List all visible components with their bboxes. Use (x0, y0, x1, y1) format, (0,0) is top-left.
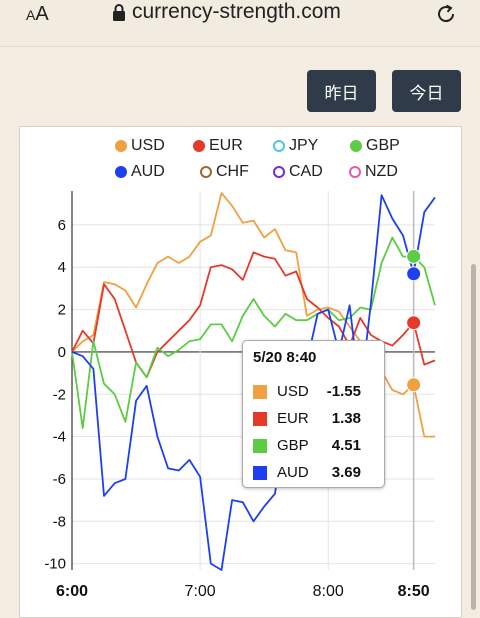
x-tick-label: 6:00 (56, 583, 88, 600)
legend-label: AUD (131, 163, 165, 180)
legend-label: NZD (365, 163, 398, 180)
legend-item-jpy[interactable]: JPY (273, 137, 318, 155)
x-tick-label: 8:50 (398, 583, 430, 600)
legend-marker (273, 166, 285, 178)
tooltip-value: 4.51 (331, 437, 361, 454)
legend-item-nzd[interactable]: NZD (349, 163, 398, 181)
tooltip-swatch (253, 438, 267, 453)
y-tick-label: -2 (53, 386, 66, 403)
legend-item-cad[interactable]: CAD (273, 163, 323, 181)
x-tick-label: 7:00 (185, 583, 216, 600)
y-tick-label: -6 (53, 471, 66, 488)
legend-item-usd[interactable]: USD (115, 137, 165, 155)
tooltip-currency: GBP (277, 437, 309, 454)
tooltip-value: 3.69 (331, 464, 361, 481)
browser-address-bar: AA currency-strength.com (0, 0, 480, 47)
legend-item-aud[interactable]: AUD (115, 163, 165, 181)
url-field[interactable]: currency-strength.com (112, 0, 341, 24)
y-tick-label: 0 (58, 344, 66, 361)
reload-icon[interactable] (434, 2, 458, 26)
tooltip-row-gbp: GBP 4.51 (253, 437, 378, 454)
chart-panel: USD EUR JPY GBP AUD CHF CAD NZD 6 4 2 0 -2 -4 -6 -8 -10… (19, 126, 462, 618)
legend-marker (273, 140, 285, 152)
page-scrollbar[interactable] (471, 264, 476, 610)
marker-gbp (406, 248, 422, 264)
legend-label: CHF (216, 163, 249, 180)
y-tick-label: -10 (44, 556, 66, 573)
legend-marker (200, 166, 212, 178)
legend-marker (350, 140, 362, 152)
tooltip-currency: USD (277, 383, 309, 400)
data-tooltip: 5/20 8:40 USD -1.55 EUR 1.38 GBP 4.51 AUD 3.69 (242, 340, 385, 488)
legend-marker (115, 140, 127, 152)
legend-label: CAD (289, 163, 323, 180)
chart-legend: USD EUR JPY GBP AUD CHF CAD NZD (20, 127, 461, 187)
y-tick-label: -8 (53, 513, 66, 530)
legend-marker (193, 140, 205, 152)
y-tick-label: -4 (53, 429, 66, 446)
series-line-eur (71, 251, 436, 379)
legend-label: GBP (366, 137, 400, 154)
strength-chart: 6 4 2 0 -2 -4 -6 -8 -10 6:00 7:00 8:00 8:50 (44, 191, 436, 600)
legend-item-chf[interactable]: CHF (200, 163, 249, 181)
tooltip-swatch (253, 384, 267, 399)
yesterday-button[interactable]: 昨日 (307, 70, 376, 112)
legend-label: USD (131, 137, 165, 154)
marker-usd (406, 377, 422, 393)
tooltip-row-aud: AUD 3.69 (253, 464, 378, 481)
y-tick-label: 2 (58, 302, 66, 319)
legend-marker (115, 166, 127, 178)
url-text: currency-strength.com (132, 0, 341, 23)
tooltip-swatch (253, 465, 267, 480)
series-line-gbp (71, 236, 436, 430)
tooltip-currency: EUR (277, 410, 309, 427)
lock-icon (113, 4, 125, 21)
tooltip-value: -1.55 (326, 383, 361, 400)
today-button[interactable]: 今日 (392, 70, 461, 112)
y-tick-label: 4 (58, 259, 66, 276)
tooltip-value: 1.38 (331, 410, 361, 427)
legend-item-gbp[interactable]: GBP (350, 137, 400, 155)
tooltip-row-eur: EUR 1.38 (253, 410, 378, 427)
tooltip-row-usd: USD -1.55 (253, 383, 378, 400)
legend-label: JPY (289, 137, 319, 154)
legend-marker (349, 166, 361, 178)
y-tick-label: 6 (58, 217, 66, 234)
series-line-aud (71, 194, 436, 571)
legend-label: EUR (209, 137, 243, 154)
tooltip-title: 5/20 8:40 (253, 349, 317, 366)
tooltip-swatch (253, 411, 267, 426)
text-size-button[interactable]: AA (26, 3, 49, 25)
marker-aud (406, 266, 422, 282)
marker-eur (406, 315, 422, 331)
legend-item-eur[interactable]: EUR (193, 137, 243, 155)
tooltip-currency: AUD (277, 464, 309, 481)
x-tick-label: 8:00 (313, 583, 344, 600)
